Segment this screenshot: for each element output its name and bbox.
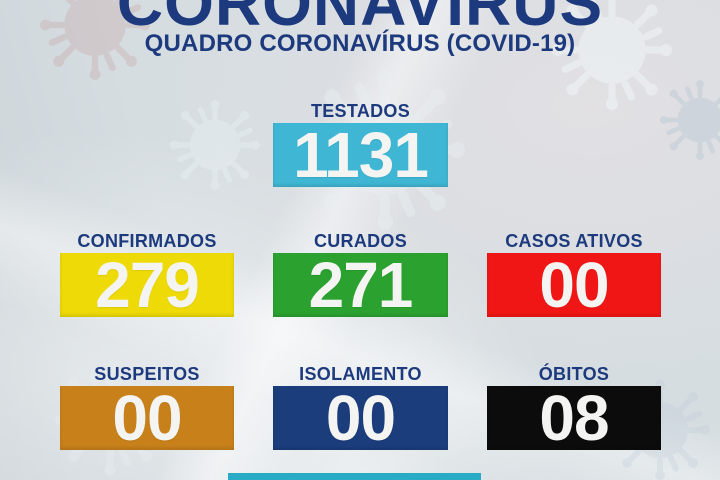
stat-box-obitos: 08 (487, 386, 661, 450)
stat-tile-suspeitos: SUSPEITOS 00 (60, 362, 234, 450)
stat-box-curados: 271 (273, 253, 448, 317)
virus-icon (660, 80, 720, 160)
stat-label-confirmados: CONFIRMADOS (77, 231, 217, 251)
page-title: CORONAVÍRUS (116, 0, 604, 39)
stat-tile-casos-ativos: CASOS ATIVOS 00 (487, 229, 661, 317)
stat-value-isolamento: 00 (325, 382, 396, 454)
stat-value-obitos: 08 (539, 382, 609, 454)
stat-tile-obitos: ÓBITOS 08 (487, 362, 661, 450)
stat-value-curados: 271 (308, 249, 414, 321)
stat-box-testados: 1131 (273, 123, 448, 187)
stat-tile-testados: TESTADOS 1131 (273, 99, 448, 187)
stat-value-testados: 1131 (293, 119, 429, 191)
stat-tile-confirmados: CONFIRMADOS 279 (60, 229, 234, 317)
stat-label-casos-ativos: CASOS ATIVOS (505, 231, 643, 251)
stat-box-suspeitos: 00 (60, 386, 234, 450)
stat-value-confirmados: 279 (95, 249, 200, 321)
stat-label-isolamento: ISOLAMENTO (299, 364, 422, 384)
page-subtitle: QUADRO CORONAVÍRUS (COVID-19) (144, 30, 576, 57)
stat-label-testados: TESTADOS (310, 101, 411, 121)
stat-value-suspeitos: 00 (112, 382, 182, 454)
clipped-bottom-bar (228, 473, 481, 480)
stat-tile-isolamento: ISOLAMENTO 00 (273, 362, 448, 450)
stat-label-suspeitos: SUSPEITOS (94, 364, 200, 384)
stat-tile-curados: CURADOS 271 (273, 229, 448, 317)
virus-icon (170, 100, 260, 190)
stat-box-confirmados: 279 (60, 253, 234, 317)
stat-value-casos-ativos: 00 (539, 249, 609, 321)
stat-box-casos-ativos: 00 (487, 253, 661, 317)
stat-label-obitos: ÓBITOS (538, 364, 610, 384)
stat-label-curados: CURADOS (313, 231, 408, 251)
stat-box-isolamento: 00 (273, 386, 448, 450)
